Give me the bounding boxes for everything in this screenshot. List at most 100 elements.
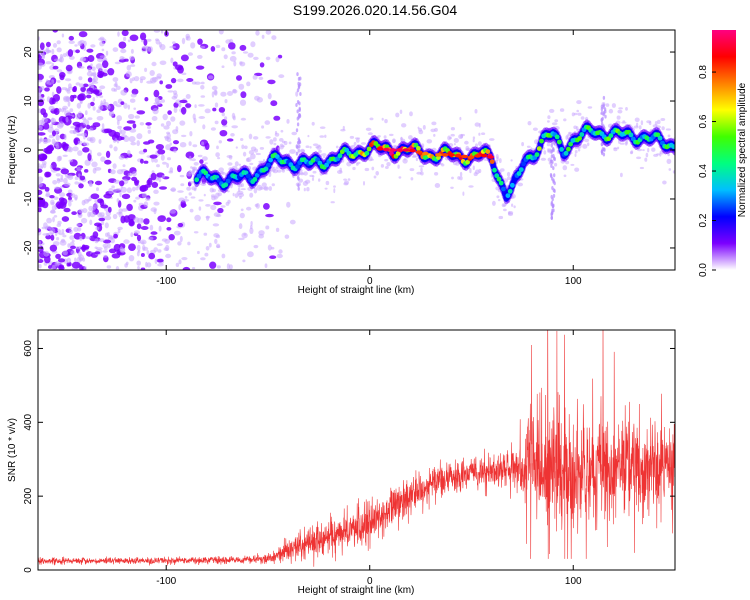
noise-speck [74, 181, 79, 185]
noise-speck [129, 128, 137, 133]
noise-speck [76, 124, 81, 128]
track-core [505, 193, 511, 199]
spectrogram-y-label: Frequency (Hz) [7, 116, 18, 185]
noise-speck [65, 64, 73, 72]
noise-speck [198, 206, 202, 211]
noise-speck [76, 223, 81, 227]
spike-speck [299, 92, 302, 96]
noise-speck [129, 78, 133, 84]
noise-speck [94, 246, 98, 249]
halo-speck [434, 172, 439, 176]
spike-speck [550, 194, 553, 199]
noise-speck [66, 262, 71, 267]
noise-speck [215, 44, 221, 49]
track-core [501, 186, 506, 192]
noise-speck [210, 127, 216, 131]
noise-speck [91, 161, 98, 168]
track-core [518, 167, 524, 173]
noise-speck [59, 264, 64, 269]
noise-speck [189, 131, 193, 137]
noise-speck [239, 61, 243, 65]
noise-speck [207, 75, 214, 80]
noise-speck [48, 265, 53, 269]
halo-speck [644, 157, 648, 162]
y-tick-label: 200 [23, 487, 34, 504]
halo-speck [636, 156, 642, 160]
noise-speck [214, 120, 219, 125]
noise-speck [197, 250, 200, 255]
track-peak [409, 148, 416, 153]
noise-speck [102, 243, 108, 248]
noise-speck [38, 199, 46, 208]
noise-speck [149, 77, 157, 84]
track-peak [474, 154, 481, 158]
noise-speck [210, 46, 216, 52]
track-core [366, 146, 372, 152]
noise-speck [70, 126, 76, 129]
spike-speck [550, 216, 553, 220]
track-core [254, 172, 260, 178]
track-core [337, 153, 343, 159]
noise-speck [99, 55, 107, 58]
halo-speck [501, 203, 506, 208]
noise-speck [118, 155, 125, 160]
noise-speck [53, 196, 59, 200]
halo-speck [507, 212, 514, 217]
noise-speck [120, 48, 127, 54]
halo-speck [453, 143, 456, 146]
noise-speck [193, 231, 199, 234]
noise-speck [81, 217, 88, 224]
noise-speck [104, 159, 112, 165]
noise-speck [77, 150, 83, 156]
noise-speck [66, 257, 72, 264]
noise-speck [70, 245, 76, 250]
noise-speck [167, 157, 171, 161]
noise-speck [48, 134, 54, 139]
snr-panel: -100 0 100 0 200 400 600 Height of straight l… [7, 329, 676, 596]
halo-speck [459, 171, 463, 177]
noise-speck [259, 62, 265, 68]
noise-speck [166, 227, 172, 231]
spike-speck [295, 103, 298, 107]
noise-speck [200, 182, 207, 187]
halo-speck [434, 183, 441, 188]
noise-speck [45, 226, 52, 230]
halo-speck [630, 150, 634, 154]
halo-speck [481, 132, 486, 135]
noise-speck [173, 148, 177, 153]
noise-speck [67, 226, 72, 230]
noise-speck [121, 30, 129, 37]
halo-speck [510, 159, 513, 162]
noise-speck [150, 249, 156, 254]
noise-speck [69, 229, 73, 235]
noise-speck [84, 169, 89, 173]
noise-speck [169, 142, 172, 146]
halo-speck [333, 185, 336, 188]
halo-speck [216, 214, 222, 218]
track-core [395, 151, 401, 156]
halo-speck [249, 162, 254, 166]
noise-speck [212, 107, 217, 112]
halo-speck [234, 193, 239, 199]
halo-speck [319, 135, 325, 138]
noise-speck [145, 261, 148, 268]
halo-speck [513, 205, 516, 209]
spectrogram-y-ticks: -20 -10 0 10 20 [23, 46, 675, 255]
noise-speck [63, 96, 70, 103]
halo-speck [426, 139, 433, 144]
spike-speck [295, 151, 299, 156]
noise-speck [219, 130, 228, 137]
noise-speck [221, 47, 226, 52]
noise-speck [96, 109, 101, 114]
halo-speck [309, 146, 312, 149]
noise-speck [112, 77, 119, 82]
track-core [507, 188, 513, 194]
noise-speck [95, 226, 100, 231]
spike-speck [550, 154, 554, 159]
noise-speck [126, 120, 136, 124]
noise-speck [61, 216, 70, 222]
noise-speck [113, 88, 117, 92]
noise-speck [55, 173, 61, 177]
halo-speck [322, 156, 326, 158]
halo-speck [274, 130, 278, 135]
